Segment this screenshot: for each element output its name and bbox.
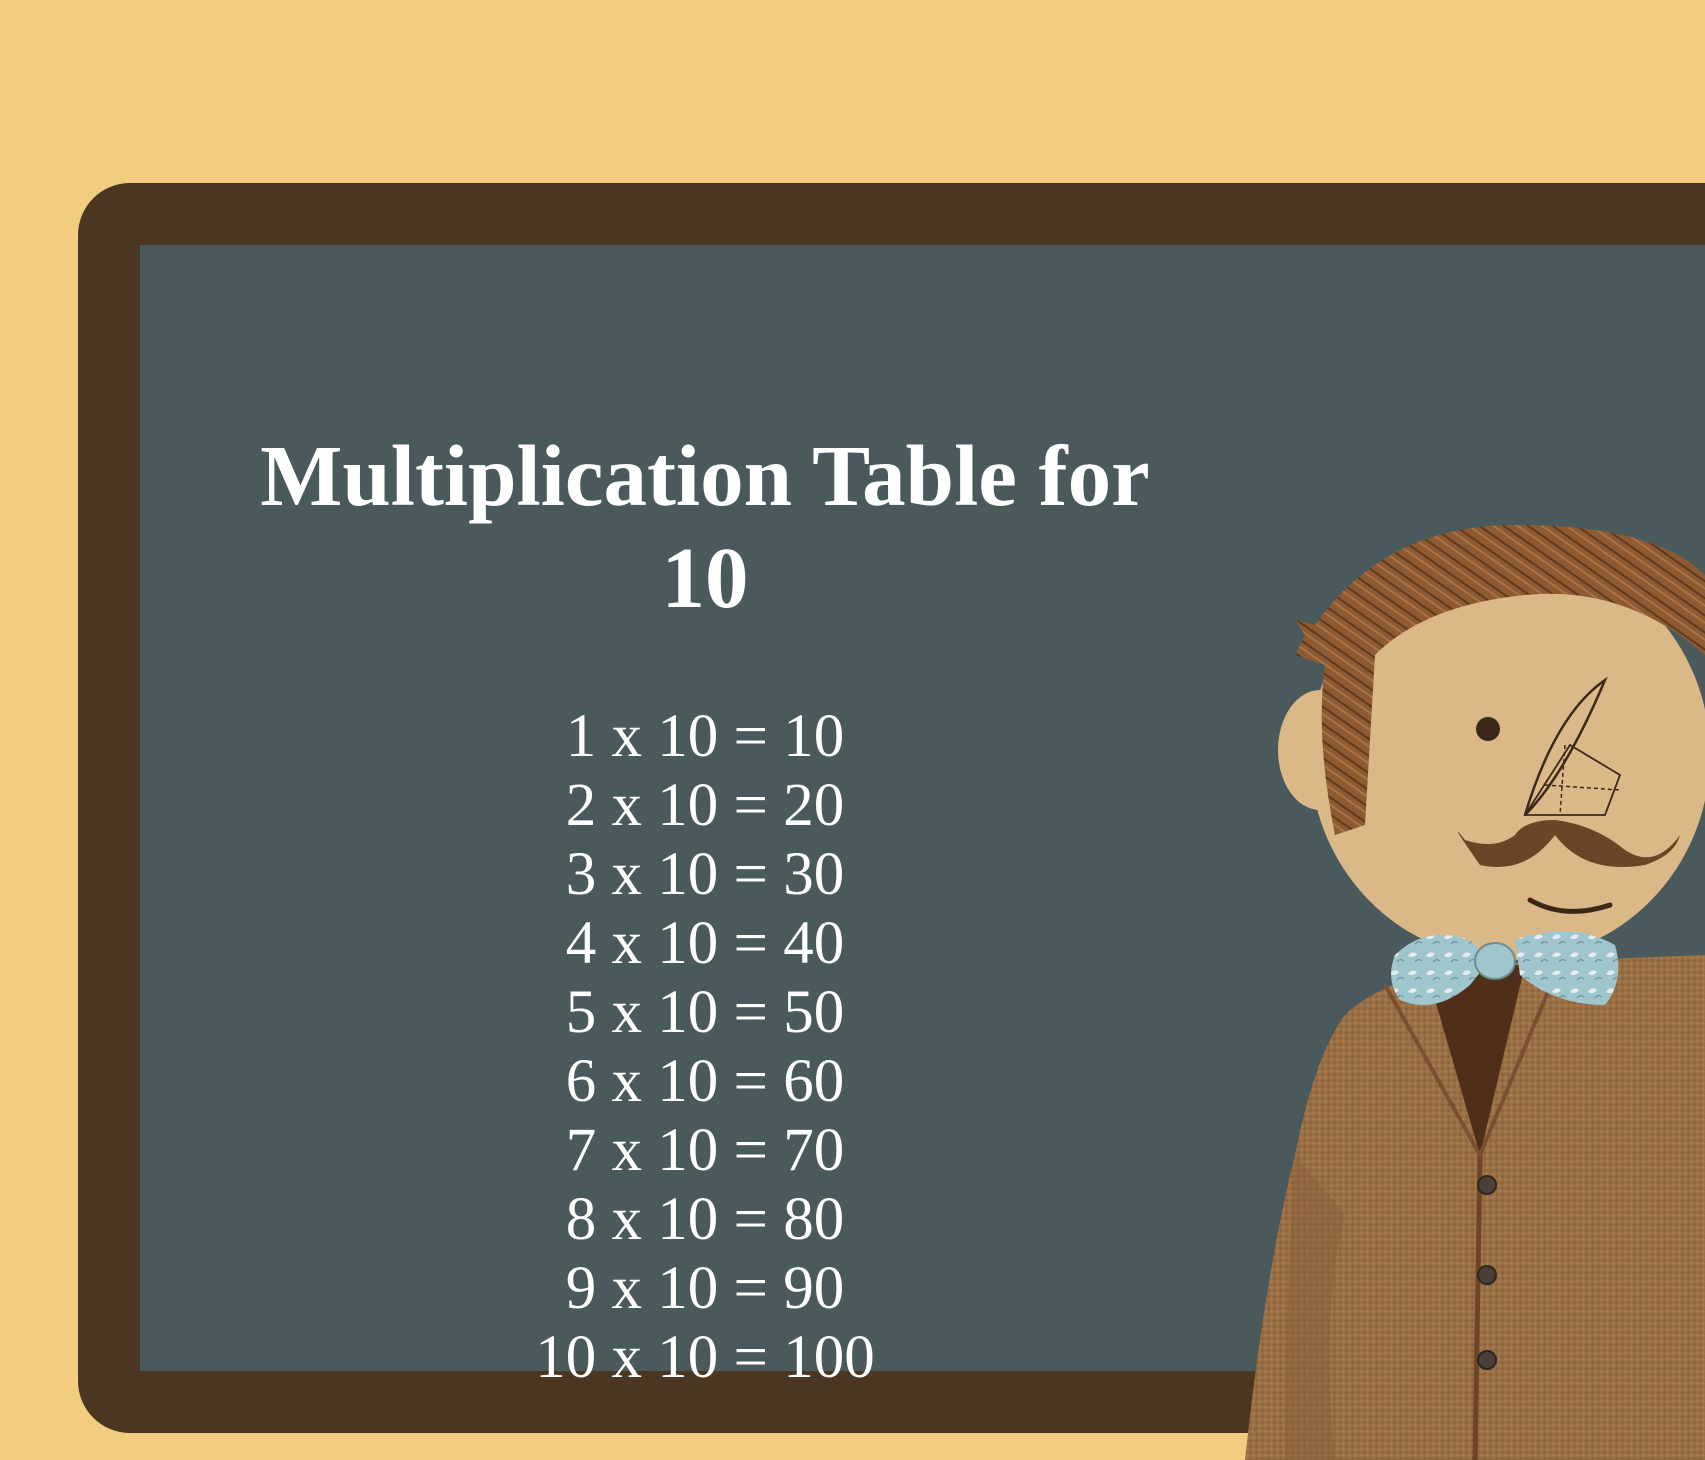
table-row: 3 x 10 = 30 — [565, 841, 845, 908]
table-row: 10 x 10 = 100 — [535, 1324, 875, 1391]
table-row: 4 x 10 = 40 — [565, 910, 845, 977]
table-row: 7 x 10 = 70 — [565, 1117, 845, 1184]
teacher-with-mustache-icon — [1245, 525, 1705, 1460]
table-row: 8 x 10 = 80 — [565, 1186, 845, 1253]
table-row: 1 x 10 = 10 — [565, 703, 845, 770]
table-row: 2 x 10 = 20 — [565, 772, 845, 839]
title-line-2: 10 — [661, 529, 749, 626]
page-title: Multiplication Table for 10 — [205, 425, 1205, 629]
table-row: 9 x 10 = 90 — [565, 1255, 845, 1322]
title-line-1: Multiplication Table for — [260, 427, 1150, 524]
table-row: 5 x 10 = 50 — [565, 979, 845, 1046]
table-row: 6 x 10 = 60 — [565, 1048, 845, 1115]
multiplication-table: 1 x 10 = 10 2 x 10 = 20 3 x 10 = 30 4 x … — [405, 702, 1005, 1392]
